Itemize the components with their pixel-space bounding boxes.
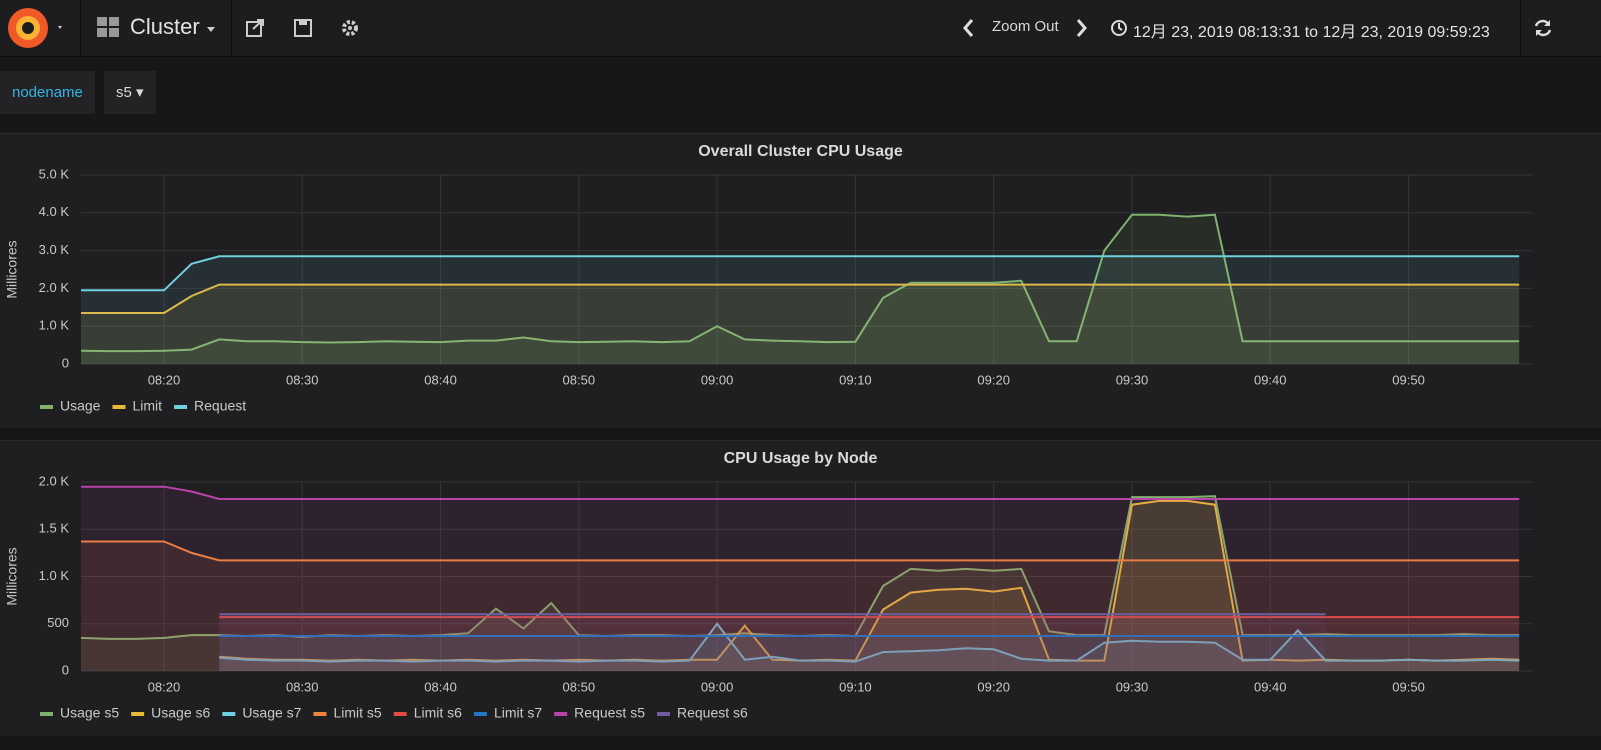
grafana-logo[interactable] xyxy=(4,4,70,52)
series-fill xyxy=(81,486,1520,671)
y-axis-label: Millicores xyxy=(4,547,20,605)
x-tick-label: 09:40 xyxy=(1254,372,1287,387)
x-tick-label: 09:10 xyxy=(839,372,872,387)
y-tick-label: 2.0 K xyxy=(39,473,70,488)
dashboard-icon xyxy=(97,17,119,37)
series-fill xyxy=(219,500,1520,671)
series-fill xyxy=(219,636,1520,671)
series-line xyxy=(81,283,1520,314)
time-range[interactable]: 12月 23, 2019 08:13:31 to 12月 23, 2019 09… xyxy=(1133,24,1490,41)
series-line xyxy=(80,213,1520,353)
series-fill xyxy=(219,614,1326,671)
y-axis-label: Millicores xyxy=(4,240,20,298)
x-tick-label: 09:10 xyxy=(839,679,872,694)
y-tick-label: 3.0 K xyxy=(39,242,70,257)
variable-label: nodename xyxy=(0,71,95,114)
x-tick-label: 09:50 xyxy=(1392,679,1425,694)
series-line xyxy=(81,485,1520,500)
x-tick-label: 09:30 xyxy=(1116,679,1149,694)
x-tick-label: 09:20 xyxy=(977,372,1010,387)
chart: CPU Usage by Node Millicores 0 500 1.0 K 1.5 … xyxy=(4,450,1533,721)
toolbar-icons[interactable] xyxy=(245,17,365,39)
y-tick-label: 2.0 K xyxy=(39,280,70,295)
y-tick-label: 1.0 K xyxy=(39,318,70,333)
series-fill xyxy=(219,617,1520,671)
x-tick-label: 09:40 xyxy=(1254,679,1287,694)
series-line xyxy=(81,255,1520,292)
clock-icon xyxy=(1111,20,1127,36)
legend-label: Limit s6 xyxy=(414,705,462,721)
panel: Overall Cluster CPU Usage Millicores 0 1.0 … xyxy=(0,133,1601,428)
x-tick-label: 09:20 xyxy=(977,679,1010,694)
x-tick-label: 08:30 xyxy=(286,679,319,694)
chart-title: Overall Cluster CPU Usage xyxy=(698,143,903,160)
series-line xyxy=(81,540,1520,562)
top-nav: Cluster Zoom Out 12月 23, 2019 08:13:31 t… xyxy=(0,0,1601,57)
zoom-back[interactable] xyxy=(962,18,976,38)
caret xyxy=(207,27,215,32)
legend-label: Usage s6 xyxy=(151,705,210,721)
legend-label: Usage xyxy=(60,398,101,414)
x-tick-label: 08:20 xyxy=(148,372,181,387)
y-tick-label: 500 xyxy=(47,615,69,630)
legend-label: Usage s5 xyxy=(60,705,119,721)
y-tick-label: 1.5 K xyxy=(39,521,70,536)
y-tick-label: 1.0 K xyxy=(39,568,70,583)
legend-label: Request s6 xyxy=(677,705,748,721)
variable-value[interactable]: s5 xyxy=(116,84,132,101)
x-tick-label: 08:50 xyxy=(563,679,596,694)
x-tick-label: 09:00 xyxy=(701,372,734,387)
legend-label: Usage s7 xyxy=(242,705,301,721)
x-tick-label: 08:50 xyxy=(563,372,596,387)
y-tick-label: 0 xyxy=(62,355,69,370)
x-tick-label: 09:00 xyxy=(701,679,734,694)
y-tick-label: 4.0 K xyxy=(39,204,70,219)
panel: CPU Usage by Node Millicores 0 500 1.0 K 1.5 … xyxy=(0,440,1601,736)
series-fill xyxy=(81,256,1520,364)
x-tick-label: 08:40 xyxy=(424,372,457,387)
series-fill xyxy=(81,284,1520,364)
x-tick-label: 08:30 xyxy=(286,372,319,387)
series-fill xyxy=(81,496,1520,671)
x-tick-label: 08:40 xyxy=(424,679,457,694)
y-tick-label: 0 xyxy=(62,662,69,677)
legend-label: Limit s5 xyxy=(333,705,381,721)
x-tick-label: 09:50 xyxy=(1392,372,1425,387)
legend-label: Request s5 xyxy=(574,705,645,721)
y-tick-label: 5.0 K xyxy=(39,166,70,181)
series-fill xyxy=(81,541,1520,671)
zoom-out[interactable]: Zoom Out xyxy=(992,18,1059,35)
series-fill xyxy=(81,214,1520,364)
dashboard-title[interactable]: Cluster xyxy=(130,14,200,39)
legend-label: Limit s7 xyxy=(494,705,542,721)
x-tick-label: 08:20 xyxy=(148,679,181,694)
variable-select[interactable]: s5 ▾ xyxy=(104,71,156,114)
legend-label: Limit xyxy=(132,398,162,414)
refresh[interactable] xyxy=(1533,18,1553,38)
series-fill xyxy=(219,623,1520,671)
legend-label: Request xyxy=(194,398,246,414)
chart-title: CPU Usage by Node xyxy=(724,450,878,467)
zoom-forward[interactable] xyxy=(1075,18,1089,38)
chart: Overall Cluster CPU Usage Millicores 0 1.0 … xyxy=(4,143,1533,414)
x-tick-label: 09:30 xyxy=(1116,372,1149,387)
